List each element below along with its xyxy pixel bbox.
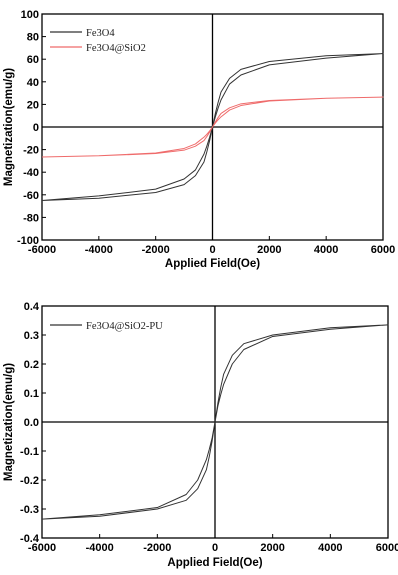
y-tick-label: -0.1 [20, 446, 39, 458]
y-axis-label: Magnetization(emu/g) [3, 363, 15, 481]
legend-entry: Fe3O4 [86, 28, 115, 39]
x-axis-label: Applied Field(Oe) [165, 258, 260, 270]
legend-entry: Fe3O4@SiO2 [86, 43, 146, 54]
x-tick-label: -4000 [85, 244, 113, 256]
x-tick-label: 4000 [318, 542, 342, 554]
y-tick-label: 0 [33, 122, 39, 134]
y-tick-label: -20 [23, 145, 39, 157]
y-tick-label: 0.4 [24, 301, 40, 313]
x-tick-label: 4000 [314, 244, 338, 256]
legend-entry: Fe3O4@SiO2-PU [86, 321, 163, 332]
x-tick-label: -2000 [142, 244, 170, 256]
x-tick-label: 2000 [257, 244, 281, 256]
chart-panel-1: -6000 -4000 -2000 0 2000 4000 6000 -100 -80 -60 -4… [3, 9, 395, 270]
x-tick-label: 6000 [376, 542, 398, 554]
y-tick-label: 100 [21, 9, 39, 21]
y-tick-label: 0.2 [24, 359, 39, 371]
y-tick-label: -100 [17, 235, 39, 247]
x-tick-label: 0 [209, 244, 215, 256]
series-line-1 [41, 53, 384, 201]
series-line-1 [41, 324, 389, 520]
chart-panel-2: -6000 -4000 -2000 0 2000 4000 6000 -0.4 -0.3 -0.2… [3, 301, 398, 569]
y-tick-label: 20 [27, 99, 39, 111]
y-tick-label: -0.2 [20, 475, 39, 487]
y-tick-label: 40 [27, 77, 39, 89]
y-tick-label: -0.4 [20, 533, 40, 545]
series-line-2 [41, 96, 384, 158]
y-tick-label: -60 [23, 190, 39, 202]
y-tick-label: 60 [27, 54, 39, 66]
y-axis-label: Magnetization(emu/g) [3, 68, 15, 186]
x-tick-label: -6000 [28, 244, 56, 256]
y-tick-label: 80 [27, 32, 39, 44]
x-axis-label: Applied Field(Oe) [167, 557, 262, 569]
x-tick-label: 6000 [371, 244, 395, 256]
x-tick-label: -2000 [143, 542, 171, 554]
y-tick-label: 0.1 [24, 388, 39, 400]
x-tick-label: 2000 [260, 542, 284, 554]
y-tick-label: -40 [23, 167, 39, 179]
y-tick-label: -0.3 [20, 504, 39, 516]
y-tick-label: 0.3 [24, 330, 39, 342]
y-tick-label: 0.0 [24, 417, 39, 429]
y-tick-label: -80 [23, 212, 39, 224]
x-tick-label: 0 [212, 542, 218, 554]
x-tick-label: -4000 [86, 542, 114, 554]
x-tick-label: -6000 [28, 542, 56, 554]
